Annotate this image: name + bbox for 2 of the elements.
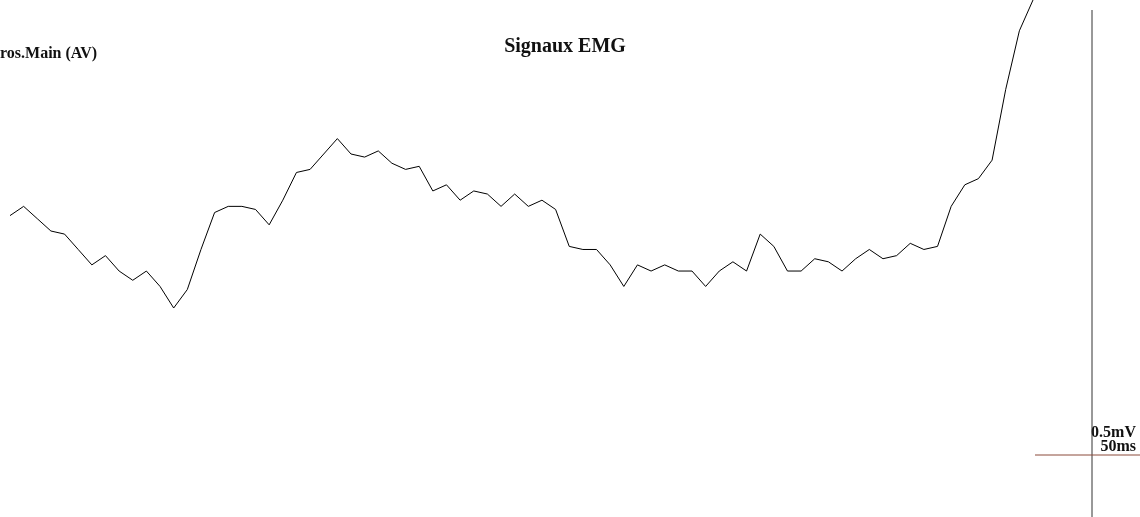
text: Signaux EMG (504, 34, 627, 57)
annotation: ros.Main (AV) (0, 43, 98, 62)
